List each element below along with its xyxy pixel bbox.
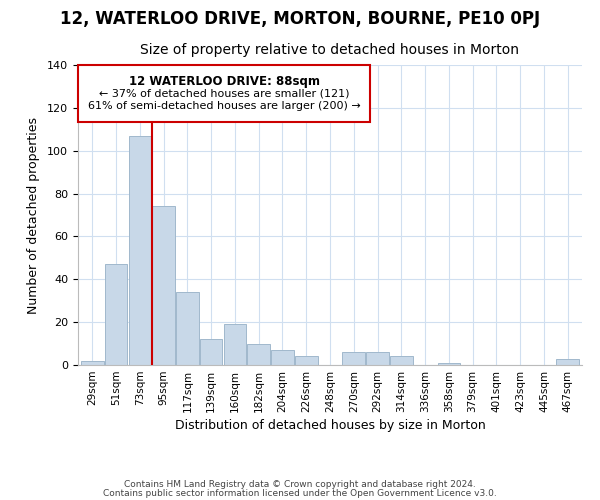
Bar xyxy=(390,356,413,365)
Bar xyxy=(200,340,223,365)
Bar xyxy=(343,352,365,365)
Text: Contains HM Land Registry data © Crown copyright and database right 2024.: Contains HM Land Registry data © Crown c… xyxy=(124,480,476,489)
Bar xyxy=(152,206,175,365)
Bar xyxy=(176,292,199,365)
Bar xyxy=(556,358,579,365)
Text: 12, WATERLOO DRIVE, MORTON, BOURNE, PE10 0PJ: 12, WATERLOO DRIVE, MORTON, BOURNE, PE10… xyxy=(60,10,540,28)
Bar xyxy=(105,264,127,365)
Text: 61% of semi-detached houses are larger (200) →: 61% of semi-detached houses are larger (… xyxy=(88,101,361,111)
FancyBboxPatch shape xyxy=(78,65,370,122)
Bar xyxy=(437,363,460,365)
Bar xyxy=(295,356,317,365)
Bar xyxy=(81,360,104,365)
X-axis label: Distribution of detached houses by size in Morton: Distribution of detached houses by size … xyxy=(175,419,485,432)
Bar xyxy=(224,324,246,365)
Text: Contains public sector information licensed under the Open Government Licence v3: Contains public sector information licen… xyxy=(103,489,497,498)
Text: 12 WATERLOO DRIVE: 88sqm: 12 WATERLOO DRIVE: 88sqm xyxy=(128,76,320,88)
Bar xyxy=(271,350,294,365)
Bar xyxy=(247,344,270,365)
Text: ← 37% of detached houses are smaller (121): ← 37% of detached houses are smaller (12… xyxy=(99,89,349,99)
Title: Size of property relative to detached houses in Morton: Size of property relative to detached ho… xyxy=(140,43,520,57)
Bar xyxy=(366,352,389,365)
Bar xyxy=(128,136,151,365)
Y-axis label: Number of detached properties: Number of detached properties xyxy=(27,116,40,314)
